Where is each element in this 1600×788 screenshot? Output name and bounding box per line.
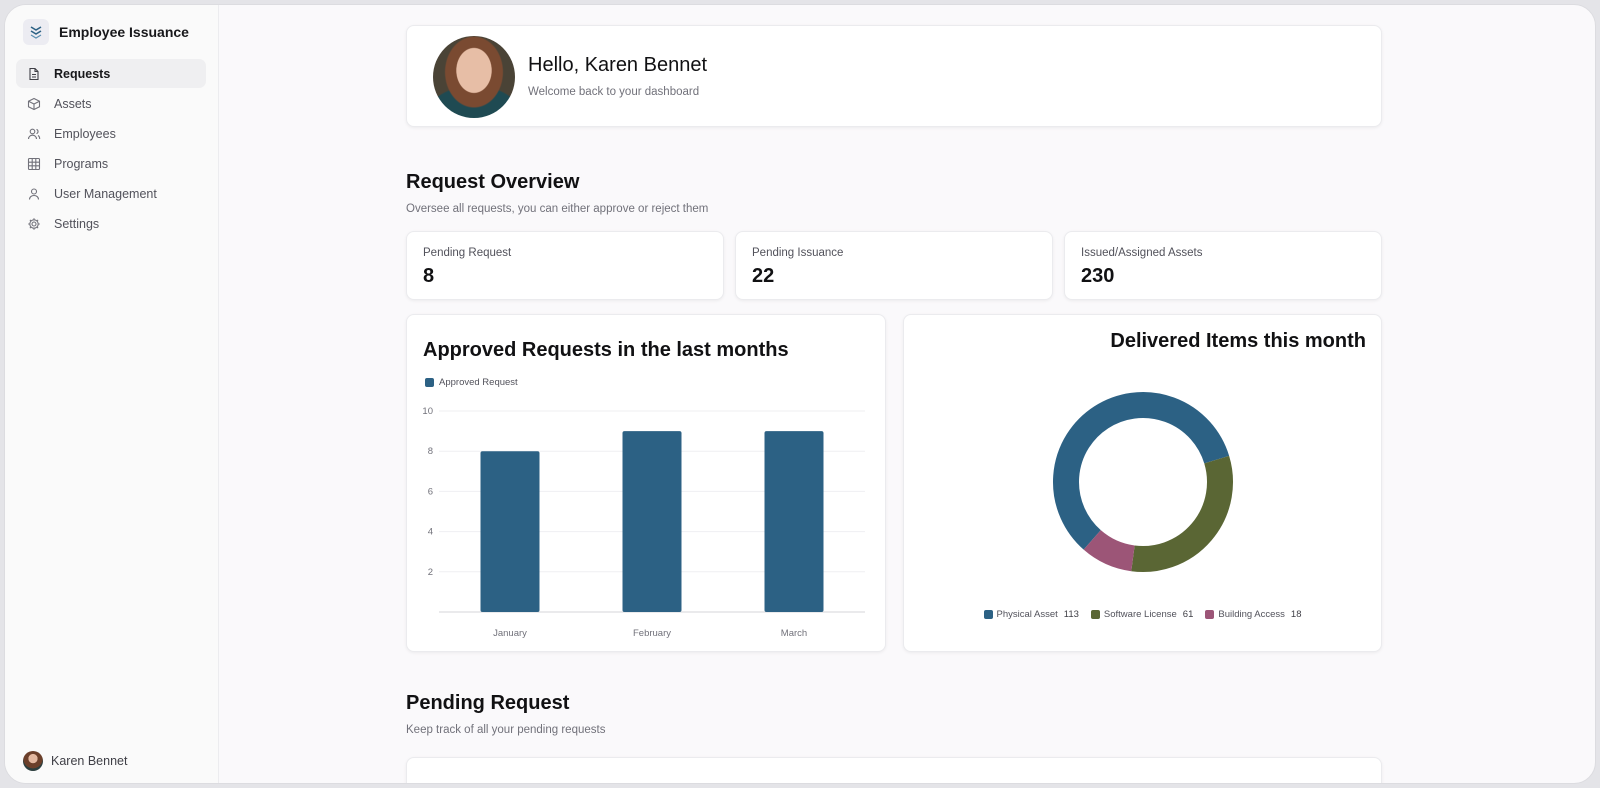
main-content: Hello, Karen Bennet Welcome back to your… <box>406 5 1384 783</box>
sidebar-item-assets[interactable]: Assets <box>16 89 206 118</box>
document-icon <box>29 67 39 80</box>
greeting-card: Hello, Karen Bennet Welcome back to your… <box>406 25 1382 127</box>
sidebar: Employee Issuance Requests Assets <box>5 5 219 783</box>
stat-label: Pending Issuance <box>752 247 844 259</box>
logo-icon <box>23 19 49 45</box>
gear-icon <box>28 217 40 230</box>
stat-card-pending-request[interactable]: Pending Request 8 <box>406 231 724 300</box>
bar-chart-card: Approved Requests in the last months App… <box>406 314 886 652</box>
app-window: Employee Issuance Requests Assets <box>4 4 1596 784</box>
legend-item-building-access[interactable]: Building Access 18 <box>1205 609 1301 620</box>
legend-label: Physical Asset <box>996 609 1058 620</box>
legend-swatch <box>1090 610 1100 619</box>
pending-subtitle: Keep track of all your pending requests <box>406 724 606 736</box>
brand[interactable]: Employee Issuance <box>23 19 189 45</box>
overview-subtitle: Oversee all requests, you can either app… <box>406 203 709 215</box>
greeting-title: Hello, Karen Bennet <box>528 54 708 76</box>
profile-avatar <box>433 36 515 118</box>
app-name: Employee Issuance <box>59 24 189 40</box>
avatar <box>23 751 43 771</box>
donut-slice-building-access <box>1083 529 1136 572</box>
bar-march <box>764 431 824 612</box>
legend-label: Software License <box>1103 609 1177 620</box>
sidebar-user-name: Karen Bennet <box>51 754 128 768</box>
donut-chart-card: Delivered Items this month Physical Asse… <box>903 314 1382 652</box>
sidebar-nav: Requests Assets Employees Programs <box>16 59 206 239</box>
users-icon <box>27 128 41 139</box>
sidebar-item-employees[interactable]: Employees <box>16 119 206 148</box>
donut-slice-software-license <box>1131 455 1233 572</box>
donut-slice-physical-asset <box>1053 392 1230 550</box>
sidebar-item-label: Requests <box>54 66 111 81</box>
donut-chart-title: Delivered Items this month <box>1110 330 1366 352</box>
legend-value: 61 <box>1182 609 1194 620</box>
stat-value: 230 <box>1081 265 1115 287</box>
sidebar-user[interactable]: Karen Bennet <box>23 751 127 771</box>
sidebar-item-requests[interactable]: Requests <box>16 59 206 88</box>
x-tick-label: January <box>493 628 527 639</box>
pending-title: Pending Request <box>406 692 570 714</box>
x-tick-label: February <box>633 628 671 639</box>
y-tick-label: 4 <box>428 527 433 538</box>
donut-chart <box>1053 392 1233 572</box>
sidebar-item-user-management[interactable]: User Management <box>16 179 206 208</box>
legend-label: Approved Request <box>439 377 518 388</box>
legend-value: 113 <box>1063 609 1079 620</box>
sidebar-item-label: User Management <box>54 186 157 201</box>
grid-icon <box>27 157 41 170</box>
y-tick-label: 6 <box>428 486 433 497</box>
bar-january <box>480 451 540 612</box>
pending-requests-table <box>406 757 1382 783</box>
sidebar-item-programs[interactable]: Programs <box>16 149 206 178</box>
legend-item-software-license[interactable]: Software License 61 <box>1090 609 1194 620</box>
sidebar-item-settings[interactable]: Settings <box>16 209 206 238</box>
stat-label: Pending Request <box>423 247 512 259</box>
legend-label: Building Access <box>1218 609 1285 620</box>
sidebar-item-label: Assets <box>54 96 92 111</box>
x-tick-label: March <box>781 628 807 639</box>
donut-legend: Physical Asset 113 Software License 61 B… <box>904 609 1381 620</box>
sidebar-item-label: Programs <box>54 156 109 171</box>
sidebar-item-label: Settings <box>54 216 100 231</box>
stat-card-issued-assets[interactable]: Issued/Assigned Assets 230 <box>1064 231 1382 300</box>
legend-swatch <box>1205 610 1215 619</box>
legend-swatch <box>425 378 434 387</box>
legend-swatch <box>983 610 993 619</box>
stat-card-pending-issuance[interactable]: Pending Issuance 22 <box>735 231 1053 300</box>
overview-title: Request Overview <box>406 171 580 193</box>
bar-february <box>622 431 682 612</box>
y-tick-label: 8 <box>428 446 433 457</box>
stat-value: 8 <box>423 265 435 287</box>
box-icon <box>27 97 41 110</box>
stat-value: 22 <box>752 265 775 287</box>
stat-label: Issued/Assigned Assets <box>1081 247 1203 259</box>
sidebar-item-label: Employees <box>54 126 116 141</box>
greeting-subtitle: Welcome back to your dashboard <box>528 86 700 98</box>
bar-chart: 2 4 6 8 10 January February March <box>422 406 865 639</box>
legend-item-physical-asset[interactable]: Physical Asset 113 <box>983 609 1079 620</box>
y-tick-label: 10 <box>422 406 433 417</box>
user-icon <box>28 187 40 200</box>
bar-chart-legend[interactable]: Approved Request <box>425 377 518 388</box>
legend-value: 18 <box>1290 609 1302 620</box>
bar-chart-title: Approved Requests in the last months <box>423 339 789 361</box>
y-tick-label: 2 <box>428 567 433 578</box>
